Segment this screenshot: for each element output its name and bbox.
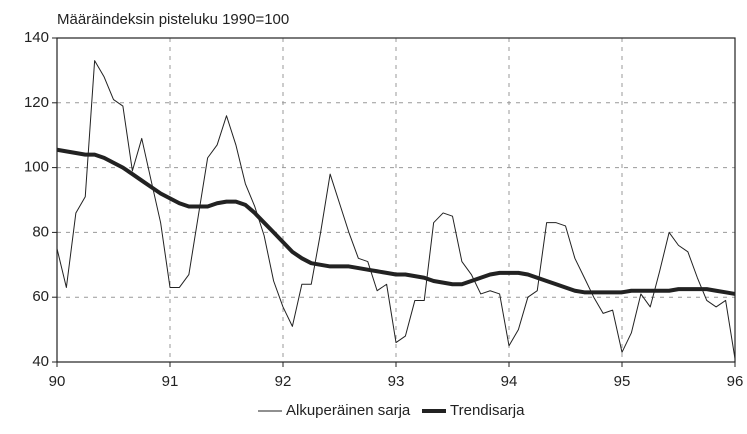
x-tick-label: 96 [727,373,744,390]
y-tick-label: 80 [32,223,49,240]
x-tick-label: 92 [275,373,292,390]
y-tick-label: 100 [24,159,49,176]
x-tick-label: 94 [501,373,518,390]
y-tick-label: 140 [24,29,49,46]
plot-frame [56,37,736,363]
legend-label: Trendisarja [450,402,525,419]
x-tick-label: 91 [162,373,179,390]
data-line [56,60,736,359]
y-tick-label: 120 [24,94,49,111]
x-tick-label: 95 [614,373,631,390]
x-tick-label: 93 [388,373,405,390]
y-tick-label: 60 [32,288,49,305]
data-line [56,147,736,296]
x-tick-label: 90 [49,373,66,390]
chart-title: Määräindeksin pisteluku 1990=100 [57,11,289,28]
y-tick-label: 40 [32,353,49,370]
legend-label: Alkuperäinen sarja [286,402,411,419]
